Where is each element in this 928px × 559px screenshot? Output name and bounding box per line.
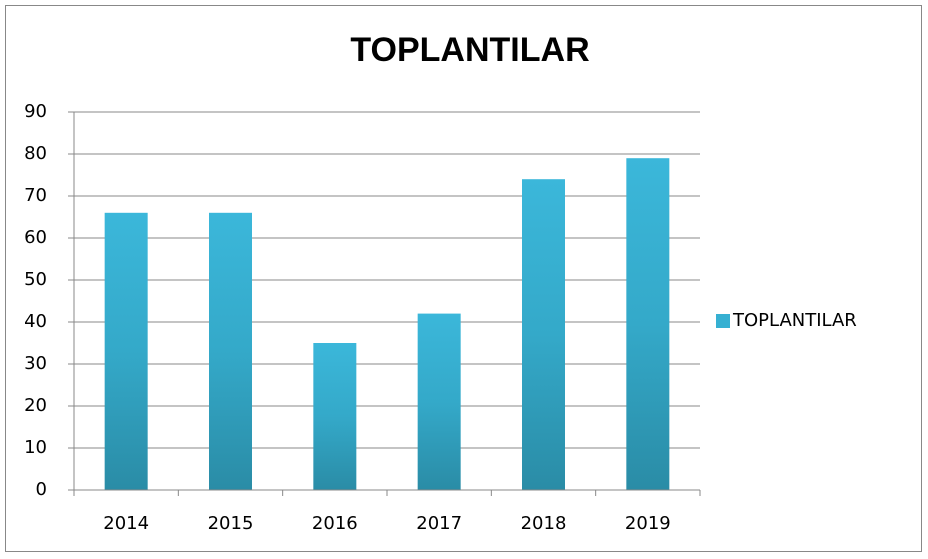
y-tick-label: 60: [24, 227, 47, 248]
y-tick-label: 20: [24, 395, 47, 416]
y-tick-label: 10: [24, 437, 47, 458]
y-tick-label: 70: [24, 185, 47, 206]
y-tick-label: 90: [24, 101, 47, 122]
y-tick-label: 80: [24, 143, 47, 164]
x-tick-label: 2014: [103, 513, 149, 534]
bar: [209, 212, 252, 491]
chart-title: TOPLANTILAR: [350, 31, 589, 69]
y-tick-label: 0: [36, 479, 47, 500]
x-tick-label: 2015: [208, 513, 254, 534]
bar: [313, 343, 357, 490]
legend-swatch: [716, 314, 730, 328]
bar: [104, 212, 148, 491]
bar: [522, 179, 565, 490]
x-tick-label: 2018: [521, 513, 567, 534]
bar: [417, 313, 461, 490]
bar: [626, 158, 670, 490]
y-tick-label: 40: [24, 311, 47, 332]
y-tick-label: 30: [24, 353, 47, 374]
chart-border: [5, 5, 922, 552]
legend-label: TOPLANTILAR: [732, 310, 857, 331]
x-tick-label: 2016: [312, 513, 358, 534]
y-tick-label: 50: [24, 269, 47, 290]
x-tick-label: 2019: [625, 513, 671, 534]
x-tick-label: 2017: [416, 513, 462, 534]
